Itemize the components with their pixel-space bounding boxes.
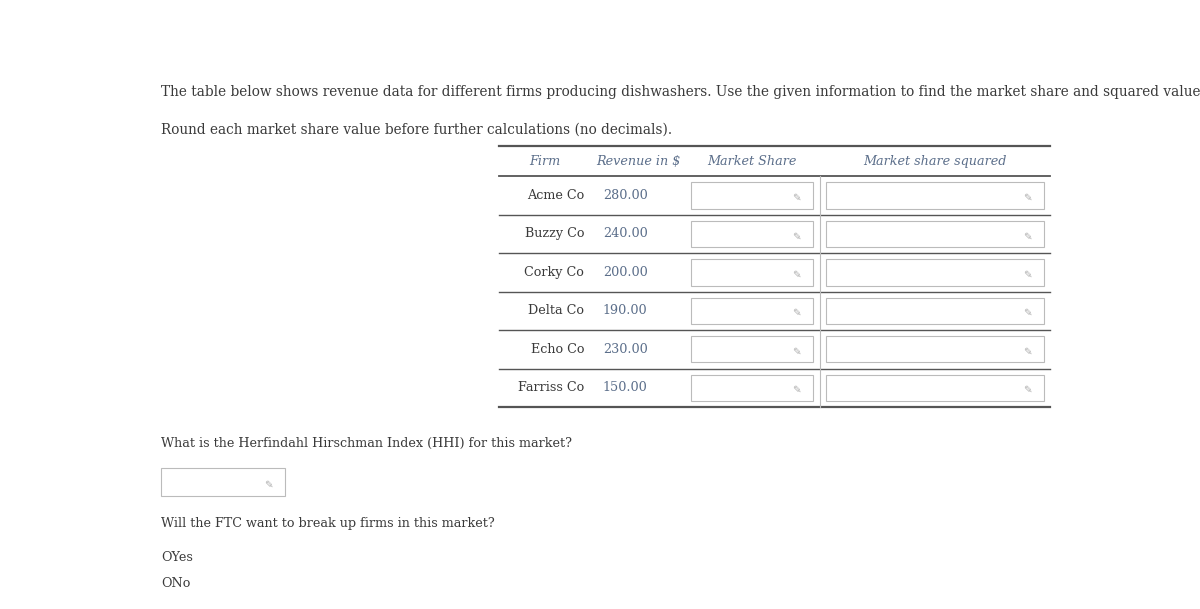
Bar bbox=[691, 182, 814, 209]
Text: ✎: ✎ bbox=[1022, 270, 1031, 280]
Bar bbox=[826, 375, 1044, 401]
Text: ✎: ✎ bbox=[792, 308, 800, 318]
Bar bbox=[691, 336, 814, 362]
Text: ✎: ✎ bbox=[264, 480, 272, 490]
Text: The table below shows revenue data for different firms producing dishwashers. Us: The table below shows revenue data for d… bbox=[161, 85, 1200, 99]
Bar bbox=[161, 468, 284, 496]
Text: ✎: ✎ bbox=[792, 231, 800, 241]
Text: ✎: ✎ bbox=[1022, 347, 1031, 357]
Text: Farriss Co: Farriss Co bbox=[518, 381, 584, 394]
Text: ✎: ✎ bbox=[1022, 193, 1031, 203]
Text: Buzzy Co: Buzzy Co bbox=[524, 227, 584, 241]
Text: ✎: ✎ bbox=[792, 385, 800, 395]
Text: Round each market share value before further calculations (no decimals).: Round each market share value before fur… bbox=[161, 122, 672, 136]
Text: Revenue in $: Revenue in $ bbox=[596, 155, 680, 167]
Text: 230.00: 230.00 bbox=[602, 343, 648, 356]
Text: Corky Co: Corky Co bbox=[524, 266, 584, 279]
Bar bbox=[826, 298, 1044, 324]
Bar bbox=[691, 259, 814, 286]
Bar bbox=[826, 221, 1044, 247]
Text: 280.00: 280.00 bbox=[602, 189, 648, 202]
Text: ✎: ✎ bbox=[1022, 385, 1031, 395]
Text: ✎: ✎ bbox=[1022, 231, 1031, 241]
Text: OYes: OYes bbox=[161, 551, 193, 564]
Text: 240.00: 240.00 bbox=[602, 227, 648, 241]
Bar bbox=[691, 375, 814, 401]
Text: Will the FTC want to break up firms in this market?: Will the FTC want to break up firms in t… bbox=[161, 517, 494, 530]
Bar bbox=[826, 336, 1044, 362]
Text: What is the Herfindahl Hirschman Index (HHI) for this market?: What is the Herfindahl Hirschman Index (… bbox=[161, 437, 572, 451]
Text: 150.00: 150.00 bbox=[602, 381, 648, 394]
Text: ✎: ✎ bbox=[1022, 308, 1031, 318]
Bar bbox=[826, 182, 1044, 209]
Bar bbox=[691, 298, 814, 324]
Text: Delta Co: Delta Co bbox=[528, 304, 584, 317]
Text: ✎: ✎ bbox=[792, 347, 800, 357]
Text: Acme Co: Acme Co bbox=[527, 189, 584, 202]
Text: 200.00: 200.00 bbox=[602, 266, 648, 279]
Text: Firm: Firm bbox=[529, 155, 560, 167]
Text: Market share squared: Market share squared bbox=[863, 155, 1007, 167]
Text: ✎: ✎ bbox=[792, 193, 800, 203]
Text: ✎: ✎ bbox=[792, 270, 800, 280]
Text: Echo Co: Echo Co bbox=[530, 343, 584, 356]
Bar bbox=[826, 259, 1044, 286]
Text: Market Share: Market Share bbox=[708, 155, 797, 167]
Text: 190.00: 190.00 bbox=[602, 304, 648, 317]
Text: ONo: ONo bbox=[161, 577, 191, 590]
Bar bbox=[691, 221, 814, 247]
